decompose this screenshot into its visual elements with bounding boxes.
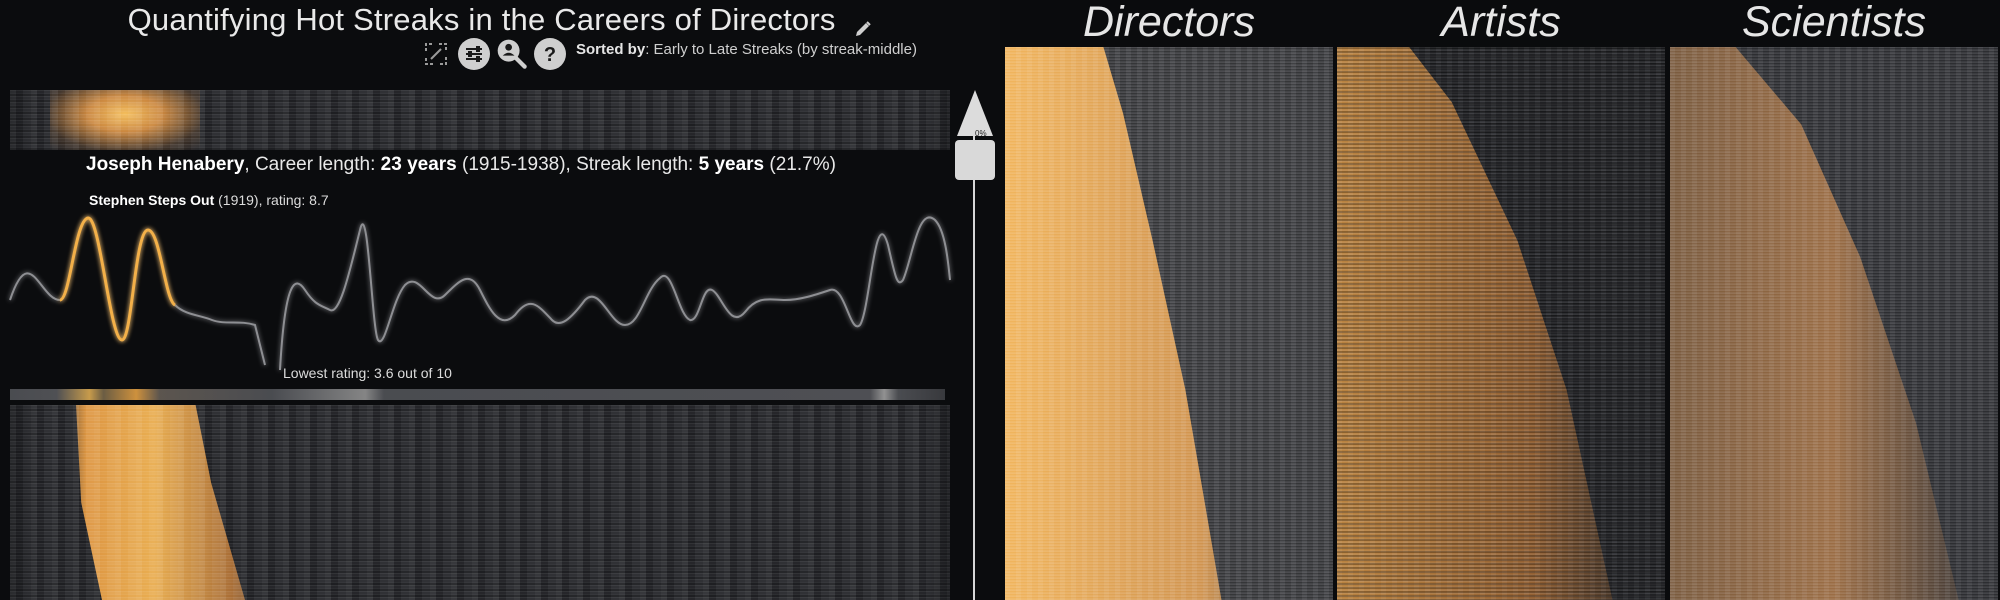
career-range: (1915-1938) [456,154,566,175]
page-title: Quantifying Hot Streaks in the Careers o… [0,2,1000,38]
hot-streak-region [76,405,245,600]
top-film-title: Stephen Steps Out [89,192,215,208]
sort-status[interactable]: Sorted by: Early to Late Streaks (by str… [576,41,917,58]
gallery-directors[interactable]: Directors [1005,0,1333,600]
career-strip [10,389,945,400]
gallery-title-directors: Directors [1082,0,1256,46]
hot-streak-region [50,90,200,150]
heatmap-directors[interactable] [1005,47,1333,600]
field-comparison-gallery: Directors Artists Scientists [1000,0,2000,600]
scrollbar-track[interactable] [973,95,975,600]
svg-text:?: ? [544,44,556,66]
career-summary: Joseph Henabery, Career length: 23 years… [86,154,836,176]
search-user-icon[interactable] [496,38,528,70]
streak-percentage: (21.7%) [764,154,836,175]
heatmap-scientists[interactable] [1670,47,1998,600]
streak-length-value: 5 years [698,154,765,175]
director-panel: Quantifying Hot Streaks in the Careers o… [0,2,1000,600]
rating-line-streak [59,216,177,342]
top-film-meta: (1919), rating: 8.7 [214,192,329,208]
sort-label: Sorted by [576,40,646,58]
gallery-artists[interactable]: Artists [1337,0,1665,600]
rating-line-later [279,216,951,371]
hot-streak-region [1337,47,1613,600]
career-length-label: , Career length: [244,154,381,175]
help-icon[interactable]: ? [534,38,566,70]
heatmap-careers-above[interactable] [10,90,950,150]
rating-line [9,216,266,366]
hot-streak-region [1005,47,1222,600]
rating-timeline-chart[interactable] [0,200,960,390]
lowest-rating-label: Lowest rating: 3.6 out of 10 [283,365,452,381]
sort-value: : Early to Late Streaks (by streak-middl… [645,40,917,58]
top-film-annotation: Stephen Steps Out (1919), rating: 8.7 [89,192,329,208]
gallery-scientists[interactable]: Scientists [1670,0,1998,600]
gallery-title-artists: Artists [1441,0,1561,46]
heatmap-artists[interactable] [1337,47,1665,600]
streak-length-label: , Streak length: [565,154,699,175]
heatmap-careers-below[interactable] [10,405,950,600]
page-title-text: Quantifying Hot Streaks in the Careers o… [127,2,836,37]
career-length-value: 23 years [380,154,457,175]
gallery-title-scientists: Scientists [1741,0,1926,46]
director-name[interactable]: Joseph Henabery [86,154,245,175]
scrollbar-handle[interactable] [955,140,995,180]
pencil-icon[interactable] [854,10,872,36]
hot-streak-region [1670,47,1959,600]
expand-icon[interactable] [420,38,452,70]
scroll-up-arrow[interactable] [957,90,993,136]
scroll-position-label: 0% [975,129,987,138]
sliders-icon[interactable] [458,38,490,70]
toolbar: ? Sorted by: Early to Late Streaks (by s… [420,34,917,74]
